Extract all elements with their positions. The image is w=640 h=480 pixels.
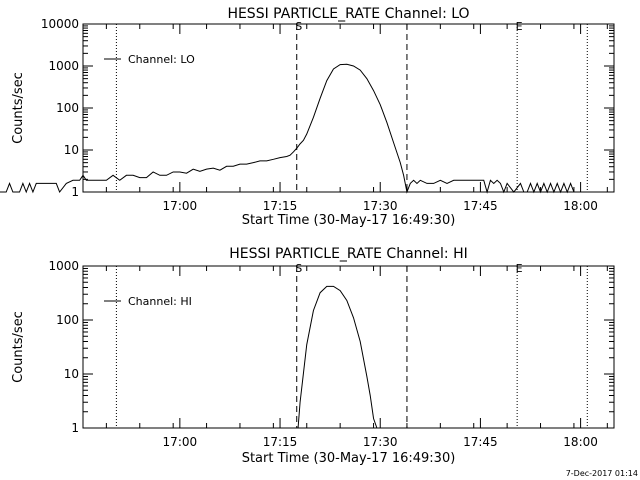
x-tick-label: 17:15 <box>263 199 298 213</box>
chart-title: HESSI PARTICLE_RATE Channel: HI <box>229 246 467 262</box>
y-tick-label: 10 <box>64 143 79 157</box>
y-tick-label: 10000 <box>41 17 79 31</box>
x-tick-label: 17:15 <box>263 435 298 449</box>
chart-panel-lo: HESSI PARTICLE_RATE Channel: LO 17:00 17:1… <box>0 6 615 228</box>
x-axis-label: Start Time (30-May-17 16:49:30) <box>242 213 456 228</box>
y-tick-label: 1000 <box>48 59 79 73</box>
y-axis-label: Counts/sec <box>11 72 26 144</box>
plot-frame <box>82 23 615 193</box>
plot-frame <box>82 265 615 429</box>
footer-timestamp: 7-Dec-2017 01:14 <box>566 469 638 478</box>
legend-entry: Channel: LO <box>128 53 195 66</box>
series-line <box>297 285 378 429</box>
x-tick-label: 17:45 <box>463 435 498 449</box>
x-tick-label: 17:00 <box>163 199 198 213</box>
marker-label: E <box>516 20 523 33</box>
x-tick-label: 17:45 <box>463 199 498 213</box>
y-tick-label: 100 <box>56 101 79 115</box>
y-tick-label: 1 <box>71 185 79 199</box>
y-axis-label: Counts/sec <box>11 311 26 383</box>
x-tick-label: 18:00 <box>563 199 598 213</box>
y-tick-label: 100 <box>56 313 79 327</box>
x-tick-label: 17:30 <box>363 199 398 213</box>
x-tick-label: 17:00 <box>163 435 198 449</box>
legend-entry: Channel: HI <box>128 295 192 308</box>
marker-label: S <box>295 20 302 33</box>
chart-title: HESSI PARTICLE_RATE Channel: LO <box>227 6 469 22</box>
series-line <box>0 63 614 194</box>
marker-label: E <box>516 262 523 275</box>
y-tick-label: 10 <box>64 367 79 381</box>
marker-label: S <box>295 262 302 275</box>
x-tick-label: 18:00 <box>563 435 598 449</box>
x-axis-label: Start Time (30-May-17 16:49:30) <box>242 451 456 466</box>
x-tick-label: 17:30 <box>363 435 398 449</box>
y-tick-label: 1 <box>71 421 79 435</box>
y-tick-label: 1000 <box>48 259 79 273</box>
chart-panel-hi: HESSI PARTICLE_RATE Channel: HI 17:00 17:1… <box>11 246 615 466</box>
